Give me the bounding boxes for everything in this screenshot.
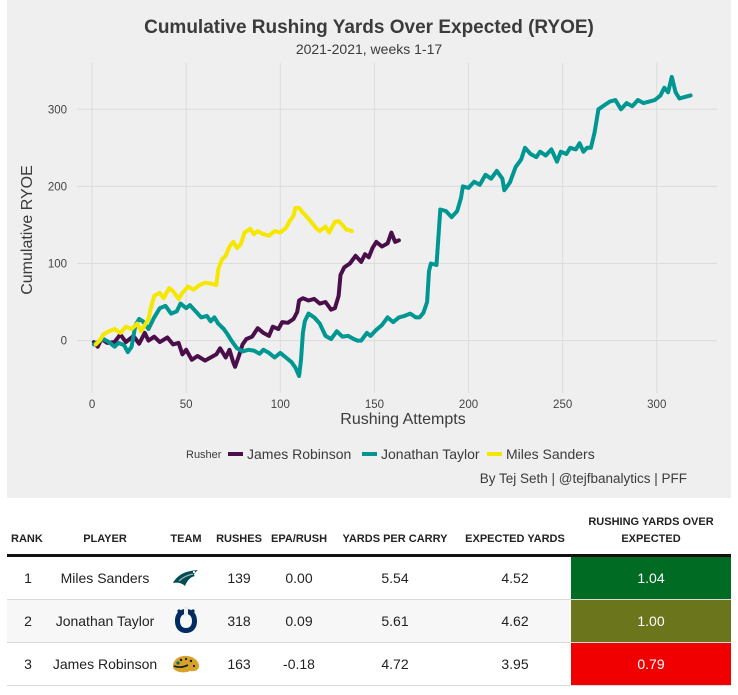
x-tick-label: 0 [89,399,95,411]
tick-labels: 0 50 100 150 200 250 300 0 100 200 300 [48,104,667,411]
rushes-cell: 318 [211,599,267,643]
x-tick-label: 150 [365,399,384,411]
series-line-miles-sanders [93,206,354,347]
series-lines [91,74,693,378]
team-cell [161,599,211,643]
legend-label-james-robinson: James Robinson [247,446,351,462]
epa-cell: 0.09 [267,599,331,643]
y-tick-label: 300 [48,104,67,116]
x-tick-label: 300 [647,399,666,411]
colts-logo-icon [175,607,197,633]
x-tick-label: 50 [180,399,193,411]
chart-caption: By Tej Seth | @tejfbanalytics | PFF [480,471,687,486]
header-rushes: RUSHES [211,504,267,557]
y-tick-label: 0 [61,336,67,348]
legend-label-jonathan-taylor: Jonathan Taylor [381,446,480,462]
grid-layer [77,63,717,393]
team-cell [161,642,211,686]
chart-panel: 0 50 100 150 200 250 300 0 100 200 300 Cumulative … [7,0,731,498]
legend: Rusher James Robinson Jonathan Taylor Mi… [186,446,595,462]
eagles-logo-icon [173,570,198,586]
chart-subtitle: 2021-2021, weeks 1-17 [296,41,443,57]
legend-label-miles-sanders: Miles Sanders [506,446,595,462]
table-row: 3 James Robinson 163 -0.18 4.72 3.95 0.7… [7,642,731,686]
header-player: PLAYER [49,504,161,557]
ypc-cell: 5.61 [331,599,459,643]
rushing-stats-table: RANK PLAYER TEAM RUSHES EPA/RUSH YARDS P… [7,504,731,686]
expected-yards-cell: 4.52 [459,555,571,600]
rushes-cell: 139 [211,555,267,600]
rank-cell: 1 [7,555,49,600]
rank-cell: 3 [7,642,49,686]
header-ryoe: RUSHING YARDS OVER EXPECTED [571,504,731,557]
y-tick-label: 100 [48,258,67,270]
header-epa-per-rush: EPA/RUSH [267,504,331,557]
header-yards-per-carry: YARDS PER CARRY [331,504,459,557]
chart-title: Cumulative Rushing Yards Over Expected (… [144,17,594,38]
header-rank: RANK [7,504,49,557]
table-header-row: RANK PLAYER TEAM RUSHES EPA/RUSH YARDS P… [7,504,731,557]
ryoe-cell: 1.04 [571,555,731,600]
player-cell: Miles Sanders [49,555,161,600]
ypc-cell: 4.72 [331,642,459,686]
series-line-james-robinson [91,230,401,369]
x-axis-title: Rushing Attempts [340,411,465,428]
x-tick-label: 200 [459,399,478,411]
jaguars-logo-icon [173,655,199,673]
header-expected-yards: EXPECTED YARDS [459,504,571,557]
epa-cell: -0.18 [267,642,331,686]
player-cell: James Robinson [49,642,161,686]
rushes-cell: 163 [211,642,267,686]
y-axis-title: Cumulative RYOE [19,165,36,295]
y-tick-label: 200 [48,181,67,193]
rank-cell: 2 [7,599,49,643]
series-line-jonathan-taylor [91,74,693,378]
epa-cell: 0.00 [267,555,331,600]
expected-yards-cell: 3.95 [459,642,571,686]
expected-yards-cell: 4.62 [459,599,571,643]
x-tick-label: 100 [271,399,290,411]
ryoe-cell: 0.79 [571,642,731,686]
table-row: 1 Miles Sanders 139 0.00 5.54 4.52 1.04 [7,555,731,600]
team-cell [161,555,211,600]
header-team: TEAM [161,504,211,557]
ypc-cell: 5.54 [331,555,459,600]
table-row: 2 Jonathan Taylor 318 0.09 5.61 4.62 1.0… [7,599,731,643]
player-cell: Jonathan Taylor [49,599,161,643]
ryoe-line-chart: 0 50 100 150 200 250 300 0 100 200 300 Cumulative … [19,17,717,486]
ryoe-cell: 1.00 [571,599,731,643]
legend-title: Rusher [186,449,222,461]
x-tick-label: 250 [553,399,572,411]
